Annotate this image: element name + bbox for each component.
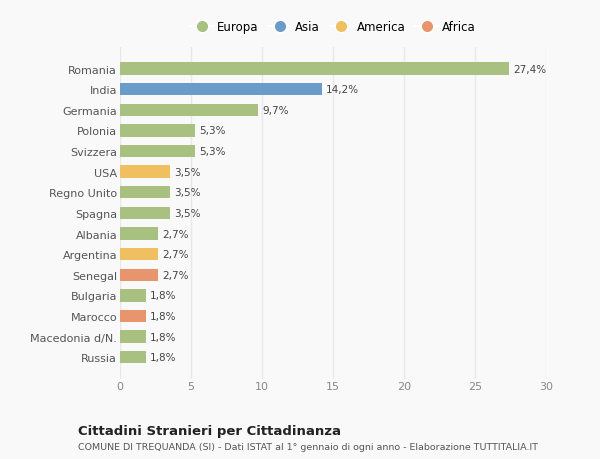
Bar — [120, 187, 170, 199]
Bar — [120, 84, 322, 96]
Bar — [120, 290, 146, 302]
Text: 5,3%: 5,3% — [200, 126, 226, 136]
Bar — [120, 166, 170, 179]
Bar — [120, 310, 146, 323]
Text: 5,3%: 5,3% — [200, 147, 226, 157]
Text: 27,4%: 27,4% — [514, 64, 547, 74]
Bar — [120, 125, 195, 137]
Bar — [120, 104, 258, 117]
Text: 3,5%: 3,5% — [174, 188, 200, 198]
Bar — [120, 228, 158, 240]
Bar — [120, 248, 158, 261]
Bar — [120, 63, 509, 76]
Bar — [120, 207, 170, 219]
Bar — [120, 269, 158, 281]
Text: 3,5%: 3,5% — [174, 167, 200, 177]
Text: 3,5%: 3,5% — [174, 208, 200, 218]
Text: 1,8%: 1,8% — [150, 291, 176, 301]
Bar — [120, 351, 146, 364]
Text: 1,8%: 1,8% — [150, 311, 176, 321]
Legend: Europa, Asia, America, Africa: Europa, Asia, America, Africa — [185, 16, 481, 39]
Text: 2,7%: 2,7% — [163, 229, 189, 239]
Bar — [120, 146, 195, 158]
Text: 2,7%: 2,7% — [163, 250, 189, 260]
Bar — [120, 331, 146, 343]
Text: 2,7%: 2,7% — [163, 270, 189, 280]
Text: 1,8%: 1,8% — [150, 332, 176, 342]
Text: 1,8%: 1,8% — [150, 353, 176, 363]
Text: 14,2%: 14,2% — [326, 85, 359, 95]
Text: COMUNE DI TREQUANDA (SI) - Dati ISTAT al 1° gennaio di ogni anno - Elaborazione : COMUNE DI TREQUANDA (SI) - Dati ISTAT al… — [78, 442, 538, 451]
Text: 9,7%: 9,7% — [262, 106, 289, 116]
Text: Cittadini Stranieri per Cittadinanza: Cittadini Stranieri per Cittadinanza — [78, 425, 341, 437]
